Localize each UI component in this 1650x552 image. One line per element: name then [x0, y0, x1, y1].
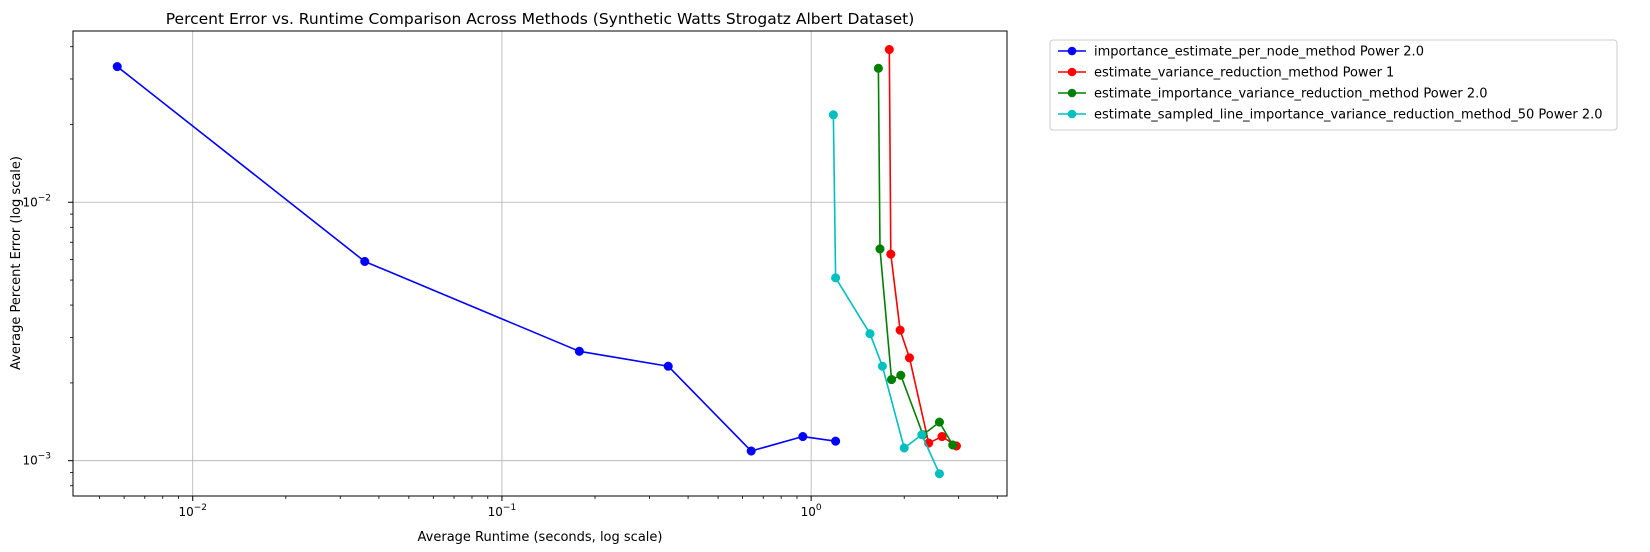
series-2: [884, 44, 961, 451]
major-ticks: [68, 201, 812, 501]
plot-background: [73, 31, 1007, 496]
data-point: [917, 430, 927, 440]
legend-marker: [1067, 88, 1077, 98]
data-point: [574, 346, 584, 356]
y-tick-label: 10−3: [22, 452, 51, 468]
legend-marker: [1067, 46, 1077, 56]
legend-entry: estimate_importance_variance_reduction_m…: [1058, 87, 1488, 102]
data-point: [896, 370, 906, 380]
legend-marker: [1067, 109, 1077, 119]
x-tick-label: 100: [801, 503, 822, 519]
plot-area: 10−2 10−1 100 10−3 10−2: [22, 30, 1008, 519]
data-point: [884, 44, 894, 55]
data-point: [904, 353, 915, 363]
legend: importance_estimate_per_node_method Powe…: [1049, 39, 1618, 131]
data-point: [746, 446, 756, 456]
data-point: [895, 325, 905, 335]
data-point: [937, 431, 947, 442]
plot-frame: [72, 30, 1008, 497]
grid-lines: [73, 31, 1007, 496]
data-point: [934, 417, 944, 427]
series-1: [112, 62, 841, 456]
data-point: [865, 329, 875, 339]
legend-entry: importance_estimate_per_node_method Powe…: [1058, 45, 1424, 60]
series-layer: [112, 44, 961, 479]
series-4: [828, 110, 944, 479]
data-point: [663, 361, 673, 371]
legend-entry: estimate_sampled_line_importance_varianc…: [1058, 108, 1603, 123]
data-point: [899, 443, 909, 453]
legend-entry: estimate_variance_reduction_method Power…: [1058, 66, 1394, 81]
tick-labels: 10−2 10−1 100 10−3 10−2: [22, 193, 821, 519]
x-axis-title: Average Runtime (seconds, log scale): [418, 530, 663, 545]
data-point: [886, 249, 896, 259]
y-tick-label: 10−2: [22, 193, 51, 209]
legend-marker: [1067, 67, 1077, 77]
x-tick-label: 10−2: [178, 503, 207, 519]
data-point: [798, 431, 808, 442]
chart-title: Percent Error vs. Runtime Comparison Acr…: [166, 10, 915, 28]
data-point: [877, 361, 887, 371]
data-point: [873, 63, 883, 73]
data-point: [831, 273, 841, 283]
data-point: [831, 436, 841, 446]
legend-label: estimate_sampled_line_importance_varianc…: [1094, 108, 1603, 123]
legend-frame: [1049, 39, 1618, 131]
data-point: [112, 62, 122, 72]
y-axis-title: Average Percent Error (log scale): [9, 156, 24, 370]
data-point: [360, 256, 370, 267]
data-point: [934, 469, 944, 479]
data-point: [886, 375, 897, 385]
data-point: [948, 440, 958, 450]
x-tick-label: 10−1: [488, 503, 517, 519]
data-point: [828, 110, 838, 120]
legend-label: estimate_importance_variance_reduction_m…: [1094, 87, 1488, 102]
legend-label: importance_estimate_per_node_method Powe…: [1094, 45, 1424, 60]
data-point: [875, 244, 885, 254]
legend-label: estimate_variance_reduction_method Power…: [1094, 66, 1394, 81]
